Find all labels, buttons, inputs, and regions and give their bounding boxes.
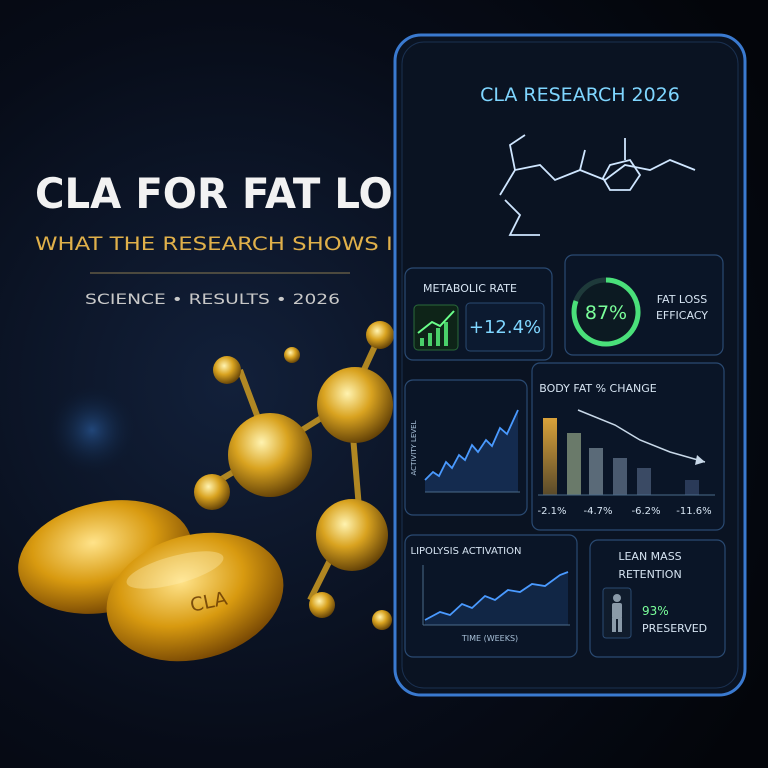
lean-mass-value: 93% — [642, 604, 669, 618]
bg-cell — [47, 385, 137, 475]
body-fat-bars — [538, 409, 715, 496]
panel-title: CLA RESEARCH 2026 — [480, 84, 680, 106]
bar-label: -11.6% — [676, 506, 711, 517]
metabolic-value: +12.4% — [469, 317, 541, 338]
subheadline: WHAT THE RESEARCH SHOWS IN 2026 — [35, 233, 475, 255]
growth-icon — [413, 304, 459, 351]
efficacy-value: 87% — [585, 302, 627, 324]
lipolysis-x-label: TIME (WEEKS) — [461, 634, 518, 643]
efficacy-label: FAT LOSS — [657, 293, 708, 306]
bar-label: -4.7% — [583, 506, 612, 517]
fat-molecules — [194, 321, 394, 630]
headline: CLA FOR FAT LOSS: — [35, 169, 465, 218]
person-icon — [602, 587, 632, 639]
tagline: SCIENCE • RESULTS • 2026 — [85, 292, 340, 308]
activity-axis-label: ACTIVITY LEVEL — [410, 420, 418, 475]
lean-mass-title: RETENTION — [618, 568, 681, 581]
lean-mass-title: LEAN MASS — [618, 550, 681, 563]
bar-label: -2.1% — [537, 506, 566, 517]
body-fat-title: BODY FAT % CHANGE — [539, 382, 656, 395]
efficacy-label: EFFICACY — [656, 309, 708, 322]
capsules: CLA — [18, 500, 284, 662]
gauge-arc — [571, 277, 641, 347]
lean-mass-caption: PRESERVED — [642, 622, 707, 635]
metabolic-title: METABOLIC RATE — [423, 282, 517, 295]
activity-line — [424, 409, 520, 493]
value-box — [465, 302, 545, 352]
lipolysis-card — [404, 534, 578, 658]
bar-label: -6.2% — [631, 506, 660, 517]
molecule-diagram — [499, 134, 696, 236]
lipolysis-title: LIPOLYSIS ACTIVATION — [411, 546, 522, 557]
lipolysis-line — [422, 565, 570, 626]
